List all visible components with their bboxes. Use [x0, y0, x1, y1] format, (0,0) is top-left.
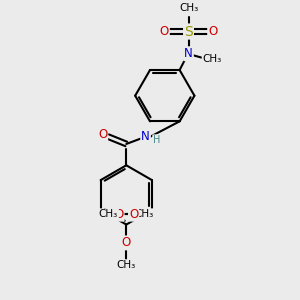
Text: CH₃: CH₃	[99, 209, 118, 219]
Text: O: O	[114, 208, 124, 221]
Text: H: H	[153, 135, 160, 145]
Text: CH₃: CH₃	[117, 260, 136, 270]
Text: S: S	[184, 25, 193, 38]
Text: O: O	[129, 208, 138, 221]
Text: CH₃: CH₃	[135, 209, 154, 219]
Text: O: O	[98, 128, 107, 141]
Text: CH₃: CH₃	[179, 2, 198, 13]
Text: O: O	[122, 236, 131, 249]
Text: O: O	[160, 25, 169, 38]
Text: CH₃: CH₃	[202, 54, 222, 64]
Text: O: O	[208, 25, 218, 38]
Text: N: N	[184, 47, 193, 60]
Text: N: N	[141, 130, 150, 143]
